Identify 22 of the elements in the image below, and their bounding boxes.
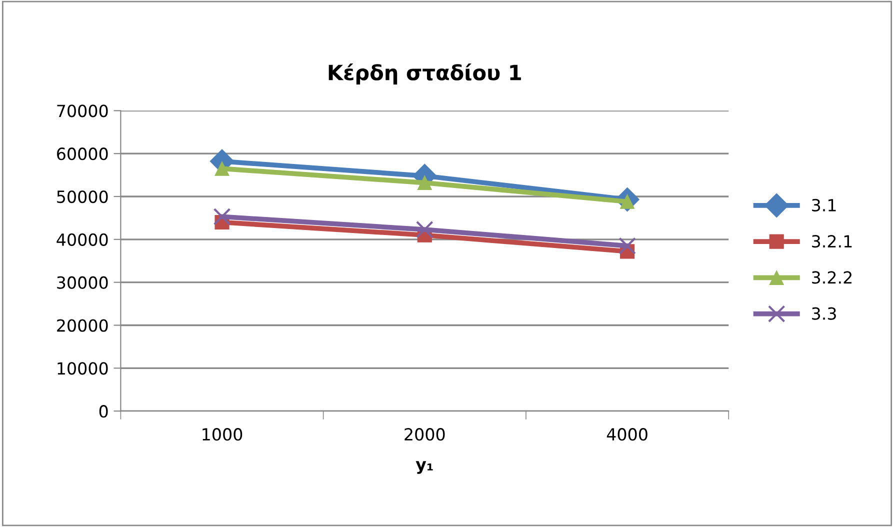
x-tick-label: 2000: [404, 428, 445, 441]
point: [214, 161, 230, 176]
legend-label: 3.2.2: [812, 271, 852, 284]
point: [416, 220, 434, 238]
chart-title: Κέρδη σταδίου 1: [328, 63, 521, 84]
y-tick-label: 30000: [57, 276, 108, 289]
y-tick-label: 50000: [57, 190, 108, 204]
point: [417, 175, 432, 190]
legend-label: 3.3: [812, 307, 836, 320]
x-tick-label: 4000: [606, 428, 648, 441]
y-tick-label: 20000: [57, 319, 108, 332]
y-tick-label: 10000: [58, 362, 108, 375]
point: [213, 208, 231, 226]
x-tick-label: 1000: [202, 428, 242, 441]
legend-label: 3.2.1: [812, 235, 852, 248]
y-tick-label: 0: [99, 405, 108, 418]
y-tick-label: 70000: [57, 104, 108, 118]
point: [618, 237, 636, 255]
legend-label: 3.1: [812, 198, 836, 212]
x-axis-title: y₁: [416, 461, 433, 474]
y-tick-label: 40000: [56, 233, 108, 246]
y-tick-label: 60000: [57, 148, 108, 160]
